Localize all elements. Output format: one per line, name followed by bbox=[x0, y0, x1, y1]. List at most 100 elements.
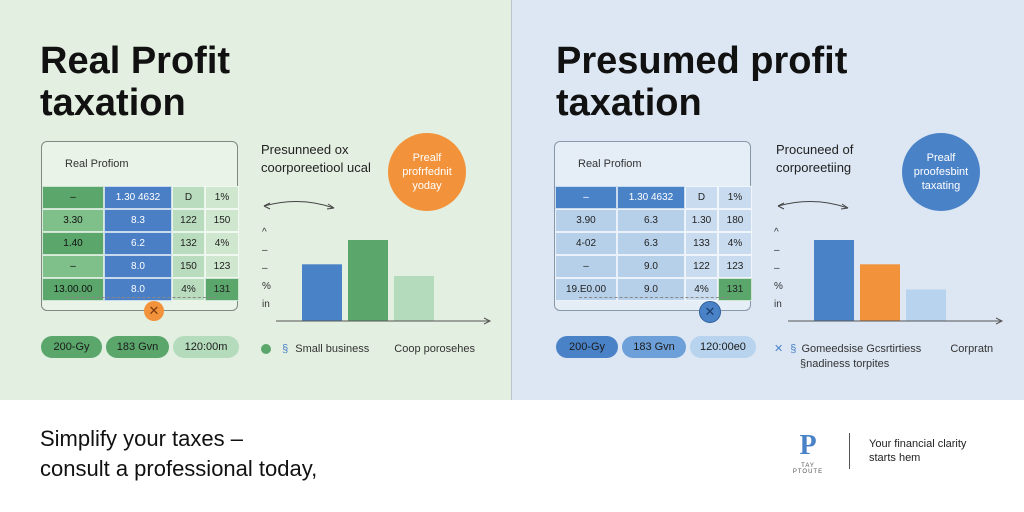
highlight-badge: Prealf proofesbint taxating bbox=[902, 133, 980, 211]
table-cell: 131 bbox=[205, 278, 239, 301]
table-cell: 13.00.00 bbox=[42, 278, 104, 301]
legend-icon: § bbox=[282, 343, 289, 355]
close-icon[interactable]: ✕ bbox=[699, 301, 721, 323]
table-cell: 4% bbox=[172, 278, 205, 301]
table-cell: 1% bbox=[718, 186, 752, 209]
logo-caption: TAY PTOUTE bbox=[792, 463, 824, 475]
legend-item-corporations: Corpratn bbox=[950, 343, 994, 355]
title-line-2: taxation bbox=[556, 82, 702, 124]
table-cell: – bbox=[555, 186, 617, 209]
axis-arrow-icon bbox=[483, 317, 492, 325]
profit-table: – 1.30 4632 D 1% 3.30 8.3 122 150 1.40 6… bbox=[42, 186, 239, 301]
table-row: – 9.0 122 123 bbox=[555, 255, 752, 278]
table-cell: 150 bbox=[172, 255, 205, 278]
chart-caption-line-1: Presunneed ox bbox=[261, 142, 349, 157]
legend-icon bbox=[261, 344, 271, 355]
table-divider bbox=[66, 297, 216, 298]
legend-item-small-business: Small business bbox=[295, 343, 370, 355]
real-profit-panel: Real Profit taxation Real Profiom – 1.30… bbox=[0, 0, 511, 400]
comparison-bar-chart bbox=[788, 240, 1004, 325]
table-row: 19.E0.00 9.0 4% 131 bbox=[555, 278, 752, 301]
table-cell: 4-02 bbox=[555, 232, 617, 255]
legend-icon: ✕ bbox=[774, 343, 784, 355]
axis-mark: – bbox=[262, 245, 268, 256]
table-cell: 9.0 bbox=[617, 255, 685, 278]
axis-mark: ^ bbox=[262, 227, 267, 238]
profit-table-card: Real Profiom – 1.30 4632 D 1% 3.30 8.3 1… bbox=[41, 141, 239, 311]
profit-table-card: Real Profiom – 1.30 4632 D 1% 3.90 6.3 1… bbox=[554, 141, 752, 311]
cta-line-2: consult a professional today, bbox=[40, 456, 318, 481]
axis-mark: % bbox=[774, 281, 783, 292]
presumed-profit-panel: Presumed profit taxation Real Profiom – … bbox=[512, 0, 1024, 400]
axis-arrow-icon bbox=[995, 317, 1004, 325]
axis-mark: in bbox=[262, 299, 270, 310]
table-row: – 8.0 150 123 bbox=[42, 255, 239, 278]
table-cell: – bbox=[555, 255, 617, 278]
table-cell: 4% bbox=[685, 278, 718, 301]
table-row: – 1.30 4632 D 1% bbox=[42, 186, 239, 209]
table-cell: – bbox=[42, 255, 104, 278]
close-icon[interactable]: ✕ bbox=[144, 301, 164, 321]
axis-mark: – bbox=[262, 263, 268, 274]
badge-line: Prealf bbox=[926, 152, 956, 164]
right-pill-1[interactable]: 200-Gy bbox=[556, 336, 618, 358]
tagline: Your financial clarity starts hem bbox=[869, 437, 966, 465]
curved-arrow-icon bbox=[263, 200, 335, 210]
table-cell: 122 bbox=[172, 209, 205, 232]
chart-legend: § Small business Coop porosehes bbox=[261, 342, 475, 357]
legend-item-subtext: §nadiness torpites bbox=[800, 358, 890, 370]
chart-legend: ✕ § Gomeedsise Gcsrtirtiess Corpratn §na… bbox=[774, 342, 993, 372]
panel-title: Presumed profit taxation bbox=[556, 40, 847, 124]
table-title: Real Profiom bbox=[578, 158, 642, 170]
table-cell: 8.3 bbox=[104, 209, 172, 232]
chart-bar bbox=[814, 240, 854, 321]
table-row: 1.40 6.2 132 4% bbox=[42, 232, 239, 255]
legend-item-corporations: Coop porosehes bbox=[394, 343, 476, 355]
title-line-1: Real Profit bbox=[40, 40, 231, 82]
chart-caption: Procuneed of corporeetiing bbox=[776, 141, 853, 177]
chart-caption: Presunneed ox coorporeetiool ucal bbox=[261, 141, 371, 177]
table-cell: 123 bbox=[205, 255, 239, 278]
chart-caption-line-2: corporeetiing bbox=[776, 160, 852, 175]
right-pill-2[interactable]: 183 Gvn bbox=[622, 336, 686, 358]
title-line-2: taxation bbox=[40, 82, 186, 124]
left-pill-2[interactable]: 183 Gvn bbox=[106, 336, 169, 358]
chart-caption-line-2: coorporeetiool ucal bbox=[261, 160, 371, 175]
panel-divider bbox=[511, 0, 512, 400]
chart-bar bbox=[302, 264, 342, 321]
table-cell: 1.30 bbox=[685, 209, 718, 232]
chart-bar bbox=[906, 289, 946, 321]
table-cell: 3.90 bbox=[555, 209, 617, 232]
table-cell: 4% bbox=[718, 232, 752, 255]
table-cell: 131 bbox=[718, 278, 752, 301]
panel-title: Real Profit taxation bbox=[40, 40, 230, 124]
axis-mark: ^ bbox=[774, 227, 779, 238]
table-cell: 1.30 4632 bbox=[104, 186, 172, 209]
table-cell: 8.0 bbox=[104, 255, 172, 278]
left-pill-1[interactable]: 200-Gy bbox=[41, 336, 102, 358]
table-cell: 133 bbox=[685, 232, 718, 255]
table-row: 4-02 6.3 133 4% bbox=[555, 232, 752, 255]
highlight-badge: Prealf profrfednit yoday bbox=[388, 133, 466, 211]
axis-mark: in bbox=[774, 299, 782, 310]
title-line-1: Presumed profit bbox=[556, 40, 848, 82]
comparison-bar-chart bbox=[276, 240, 492, 325]
table-row: 13.00.00 8.0 4% 131 bbox=[42, 278, 239, 301]
axis-mark: – bbox=[774, 245, 780, 256]
table-cell: 4% bbox=[205, 232, 239, 255]
table-cell: 19.E0.00 bbox=[555, 278, 617, 301]
legend-item-small-business: Gomeedsise Gcsrtirtiess bbox=[801, 343, 922, 355]
table-cell: – bbox=[42, 186, 104, 209]
legend-icon: § bbox=[790, 343, 797, 355]
table-cell: 150 bbox=[205, 209, 239, 232]
right-pill-3[interactable]: 120:00e0 bbox=[690, 336, 756, 358]
table-cell: 6.3 bbox=[617, 232, 685, 255]
table-row: 3.30 8.3 122 150 bbox=[42, 209, 239, 232]
tagline-line-1: Your financial clarity bbox=[869, 438, 967, 450]
left-pill-3[interactable]: 120:00m bbox=[173, 336, 239, 358]
table-cell: 122 bbox=[685, 255, 718, 278]
chart-bar bbox=[394, 276, 434, 321]
badge-line: Prealf bbox=[412, 152, 442, 164]
axis-marks: ^ – – % in bbox=[262, 224, 271, 314]
tagline-line-2: starts hem bbox=[869, 452, 921, 464]
